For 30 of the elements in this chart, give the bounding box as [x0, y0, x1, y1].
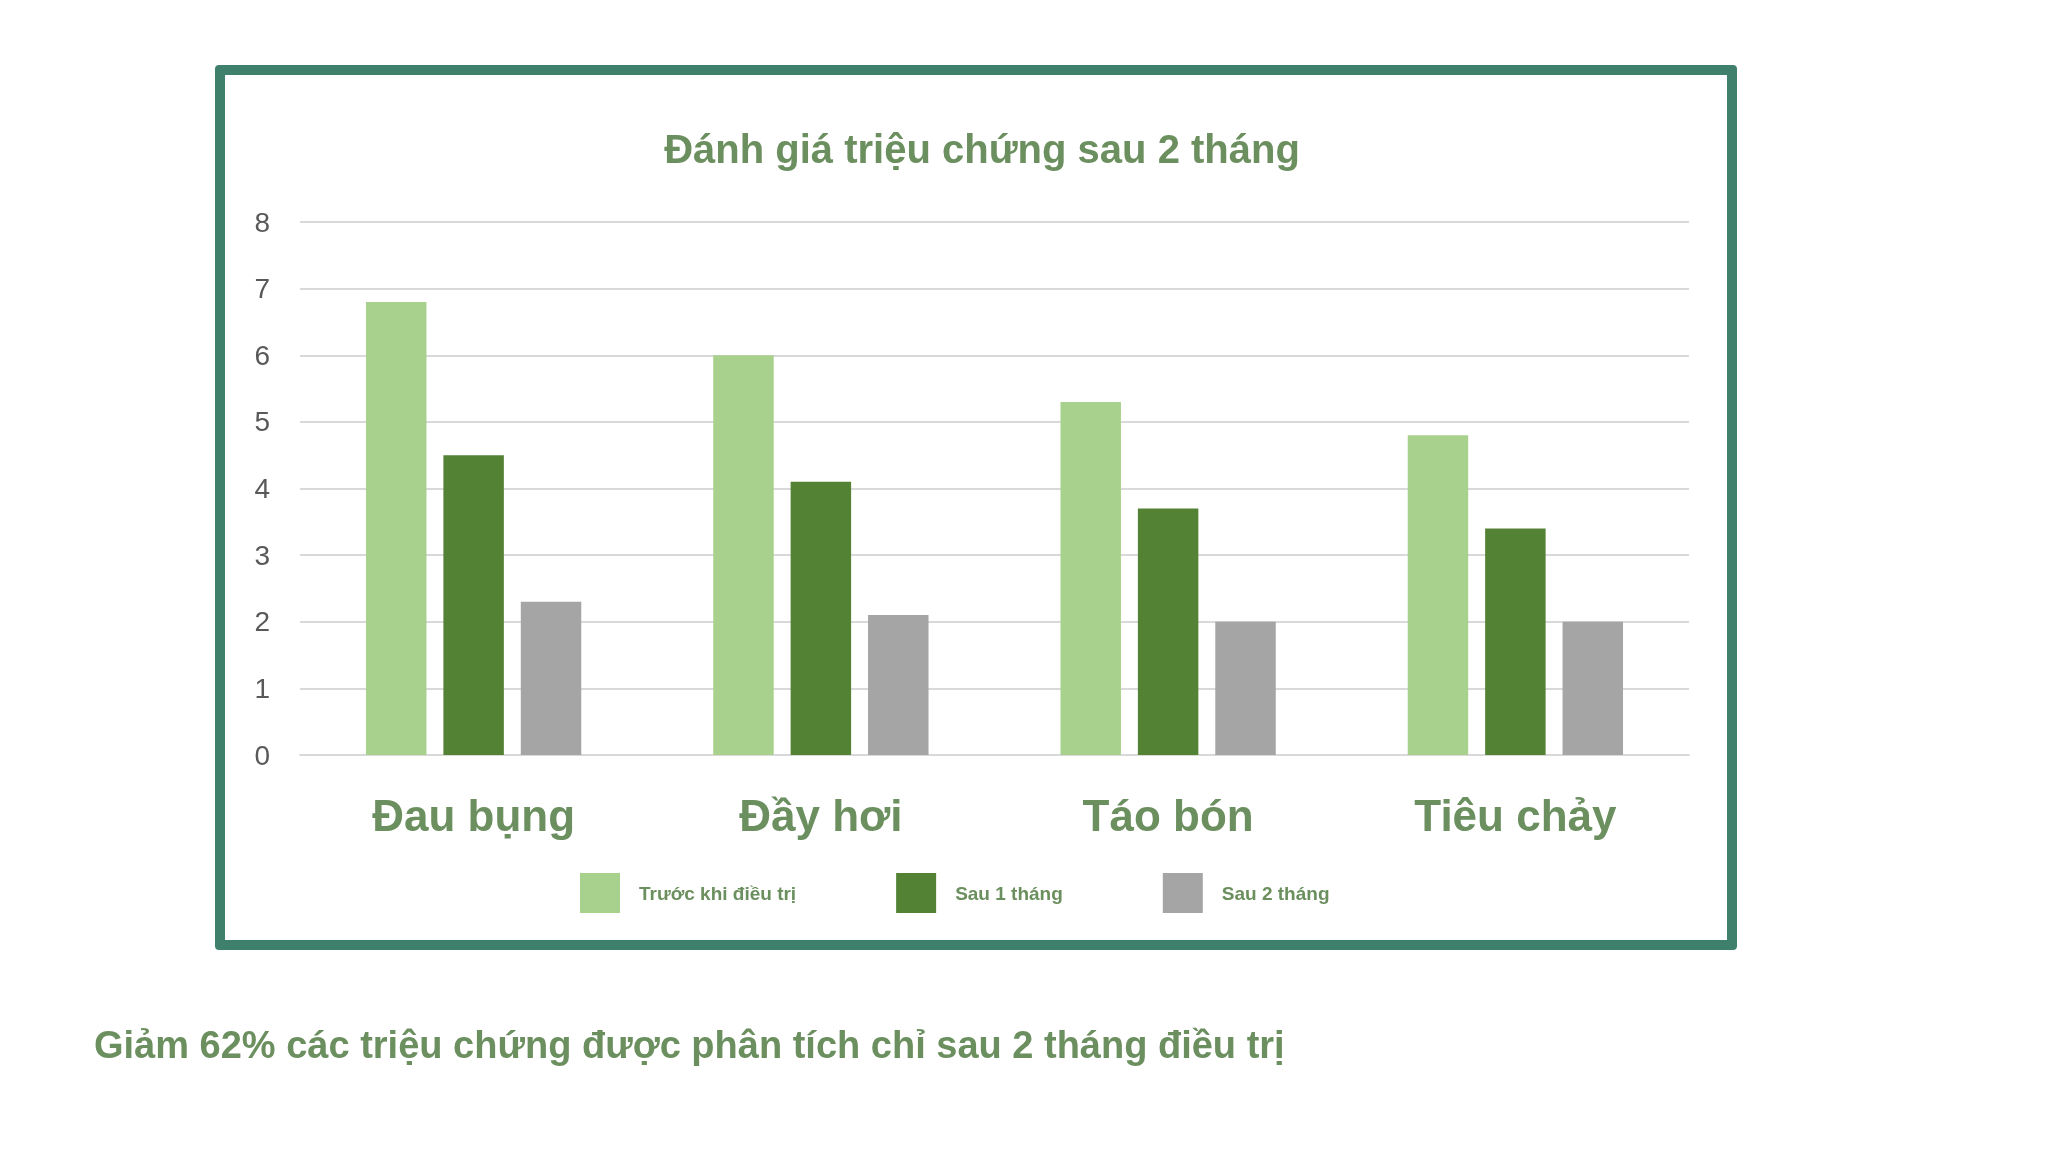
legend-label: Sau 2 tháng — [1221, 882, 1330, 904]
legend-label: Trước khi điều trị — [639, 882, 797, 904]
bar — [1562, 621, 1624, 755]
bar — [520, 601, 582, 755]
y-tick-label: 7 — [254, 273, 270, 305]
bar — [1137, 508, 1199, 755]
bar — [1485, 528, 1546, 755]
legend-label: Sau 1 tháng — [955, 882, 1063, 904]
bar — [365, 301, 427, 755]
bar — [1407, 435, 1469, 755]
y-tick-label: 8 — [254, 206, 270, 238]
y-tick-label: 2 — [254, 606, 270, 638]
y-tick-label: 6 — [254, 339, 270, 371]
chart-title: Đánh giá triệu chứng sau 2 tháng — [664, 127, 1300, 171]
bar — [443, 455, 504, 755]
y-tick-label: 1 — [254, 672, 270, 704]
bar — [1060, 401, 1121, 755]
y-tick-label: 4 — [254, 473, 270, 504]
bar — [868, 615, 929, 755]
x-tick-label: Táo bón — [1082, 790, 1254, 840]
x-tick-label: Đầy hơi — [739, 790, 903, 840]
x-tick-label: Tiêu chảy — [1414, 790, 1617, 840]
bar — [713, 355, 774, 755]
x-tick-label: Đau bụng — [372, 790, 576, 840]
text: Giảm 62% các triệu chứng được phân tích chỉ sau 2 tháng điều trị — [94, 1024, 1285, 1066]
bar — [790, 481, 852, 755]
bar — [1215, 621, 1276, 755]
y-tick-label: 5 — [254, 406, 270, 438]
y-tick-label: 3 — [254, 539, 270, 571]
y-tick-label: 0 — [254, 739, 270, 771]
